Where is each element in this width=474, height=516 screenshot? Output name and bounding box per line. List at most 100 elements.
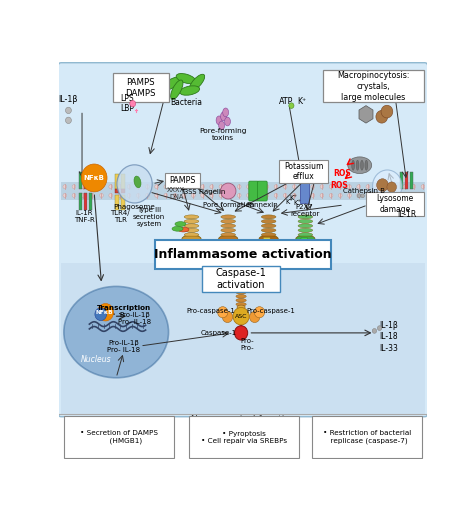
- Circle shape: [91, 194, 94, 198]
- FancyBboxPatch shape: [113, 73, 169, 102]
- Circle shape: [65, 107, 72, 114]
- Ellipse shape: [221, 219, 236, 223]
- Circle shape: [347, 194, 351, 198]
- Circle shape: [421, 185, 425, 189]
- Bar: [410, 172, 413, 189]
- Circle shape: [412, 185, 416, 189]
- Circle shape: [182, 194, 186, 198]
- Circle shape: [72, 194, 76, 198]
- Circle shape: [403, 194, 406, 198]
- Circle shape: [256, 185, 259, 189]
- Circle shape: [361, 194, 365, 198]
- Ellipse shape: [178, 227, 189, 232]
- Circle shape: [338, 185, 342, 189]
- Circle shape: [311, 194, 315, 198]
- Text: Pro-IL-1β
Pro- IL-18: Pro-IL-1β Pro- IL-18: [107, 340, 140, 352]
- Circle shape: [228, 185, 232, 189]
- Circle shape: [274, 194, 278, 198]
- Ellipse shape: [184, 219, 199, 223]
- Bar: [405, 172, 408, 189]
- Text: PAMPS: PAMPS: [169, 176, 196, 185]
- Ellipse shape: [176, 73, 196, 84]
- FancyBboxPatch shape: [258, 181, 267, 201]
- Text: LPS
LBP: LPS LBP: [120, 94, 134, 114]
- Text: • Restriction of bacterial
  replicase (caspase-7): • Restriction of bacterial replicase (ca…: [323, 430, 411, 444]
- Circle shape: [164, 185, 168, 189]
- FancyBboxPatch shape: [323, 70, 424, 102]
- Bar: [300, 179, 309, 203]
- Text: Phagosome: Phagosome: [114, 204, 155, 210]
- Text: ROS: ROS: [333, 169, 351, 178]
- Circle shape: [366, 194, 370, 198]
- Circle shape: [155, 194, 158, 198]
- Circle shape: [109, 194, 112, 198]
- Ellipse shape: [184, 233, 199, 237]
- Text: P2X7
receptor: P2X7 receptor: [290, 204, 319, 217]
- Text: Caspase-1
activation: Caspase-1 activation: [216, 268, 266, 289]
- Text: T3SS: T3SS: [182, 189, 198, 195]
- Circle shape: [228, 194, 232, 198]
- Ellipse shape: [221, 228, 236, 232]
- Circle shape: [347, 185, 351, 189]
- Circle shape: [237, 194, 241, 198]
- Ellipse shape: [261, 219, 276, 223]
- Text: Type III
secretion
system: Type III secretion system: [133, 207, 165, 227]
- Circle shape: [137, 194, 140, 198]
- Ellipse shape: [184, 224, 199, 228]
- Ellipse shape: [216, 116, 222, 125]
- Circle shape: [82, 185, 85, 189]
- Ellipse shape: [221, 233, 236, 237]
- Circle shape: [393, 185, 397, 189]
- Ellipse shape: [356, 160, 359, 170]
- Bar: [84, 194, 87, 210]
- Text: NLRC4: NLRC4: [215, 245, 241, 254]
- Circle shape: [320, 194, 324, 198]
- Bar: [116, 189, 119, 194]
- Text: Pannexin: Pannexin: [246, 202, 278, 208]
- Bar: [400, 172, 403, 189]
- Text: ROS: ROS: [331, 181, 348, 189]
- FancyBboxPatch shape: [165, 173, 200, 188]
- Circle shape: [289, 103, 294, 108]
- Text: K⁺: K⁺: [293, 200, 301, 206]
- Circle shape: [82, 194, 85, 198]
- Text: K⁺: K⁺: [297, 97, 306, 106]
- Text: Bacteria: Bacteria: [170, 99, 202, 107]
- Text: Pro-caspase-1: Pro-caspase-1: [247, 309, 296, 314]
- Ellipse shape: [223, 108, 228, 117]
- Text: NFκB: NFκB: [95, 310, 113, 315]
- Text: Pro-
Pro-: Pro- Pro-: [240, 338, 254, 351]
- Text: Lysosome
damage: Lysosome damage: [376, 195, 414, 214]
- Circle shape: [117, 165, 152, 203]
- Bar: [400, 194, 403, 210]
- Circle shape: [357, 194, 360, 198]
- Text: NLRP3: NLRP3: [256, 245, 282, 254]
- Text: Cathepsin B: Cathepsin B: [343, 188, 385, 194]
- Circle shape: [100, 185, 103, 189]
- Ellipse shape: [219, 121, 225, 130]
- Text: Pore-forming
toxins: Pore-forming toxins: [199, 128, 246, 141]
- Circle shape: [155, 185, 158, 189]
- Ellipse shape: [236, 302, 246, 306]
- FancyBboxPatch shape: [155, 240, 331, 268]
- Ellipse shape: [298, 224, 313, 228]
- Circle shape: [210, 185, 213, 189]
- Circle shape: [373, 170, 402, 202]
- Ellipse shape: [171, 80, 183, 100]
- Circle shape: [201, 185, 204, 189]
- Ellipse shape: [298, 219, 313, 223]
- Text: TLR4/
TLR: TLR4/ TLR: [110, 209, 130, 223]
- Ellipse shape: [236, 299, 246, 302]
- Circle shape: [412, 194, 416, 198]
- Text: Caspase-1: Caspase-1: [201, 330, 237, 336]
- FancyBboxPatch shape: [61, 263, 425, 413]
- Ellipse shape: [261, 215, 276, 219]
- Bar: [121, 174, 125, 189]
- Circle shape: [301, 185, 305, 189]
- Circle shape: [376, 110, 388, 123]
- Ellipse shape: [64, 286, 169, 378]
- Circle shape: [292, 194, 296, 198]
- Ellipse shape: [175, 222, 186, 227]
- Text: IL-1β
IL-18
IL-33: IL-1β IL-18 IL-33: [379, 320, 398, 353]
- Text: Pro-caspase-1: Pro-caspase-1: [187, 309, 236, 314]
